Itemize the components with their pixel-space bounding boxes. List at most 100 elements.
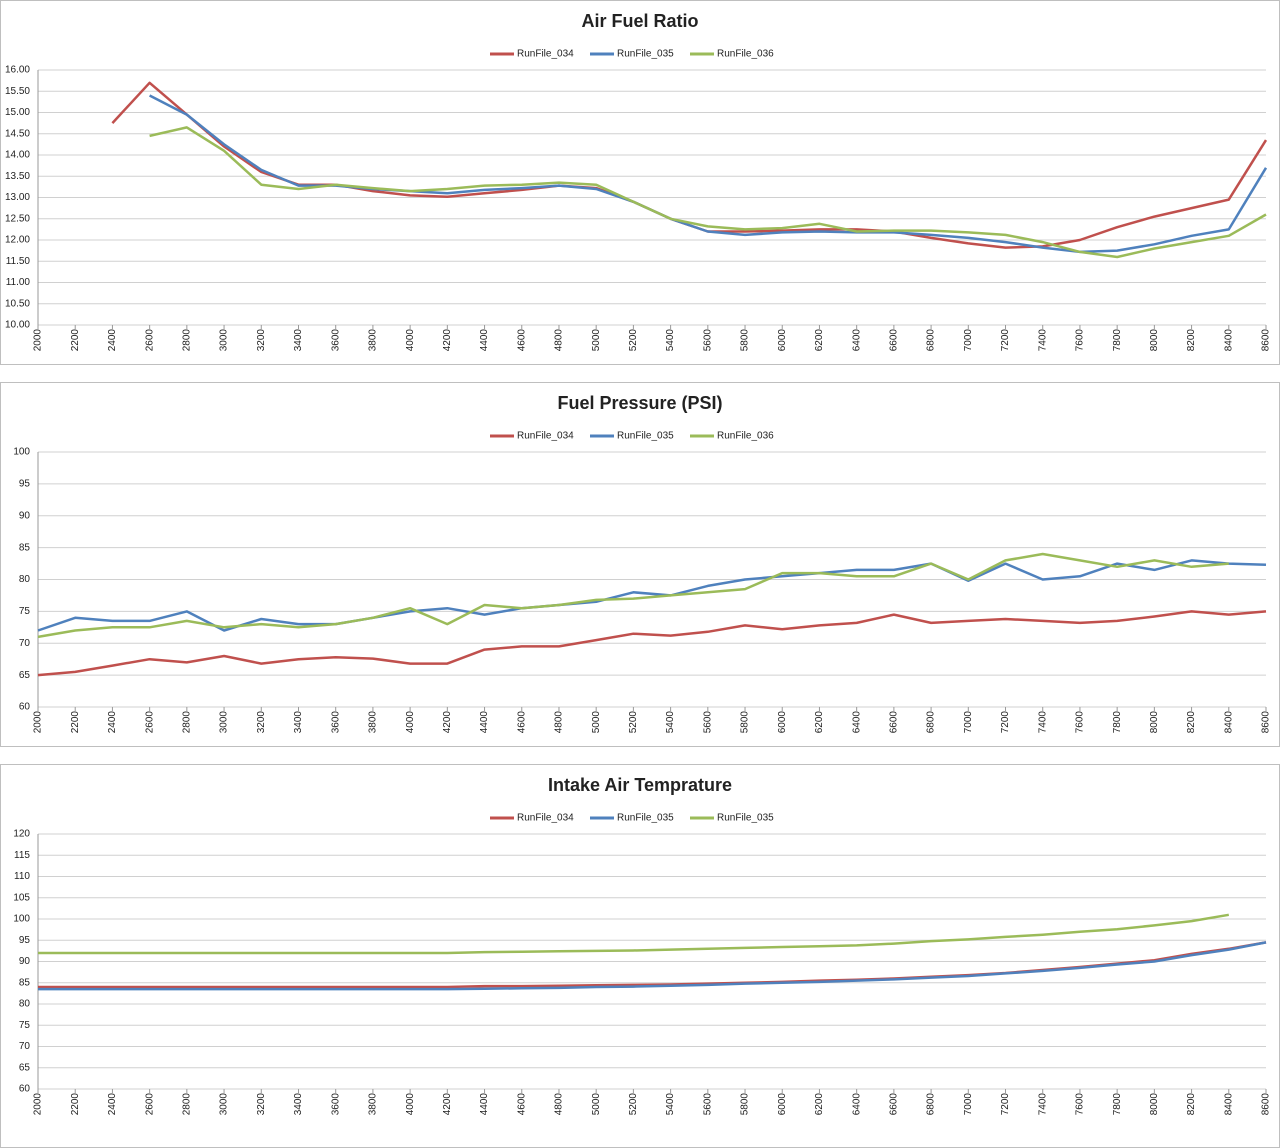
x-tick-label: 6200 (814, 1093, 825, 1116)
series-line (149, 126, 1267, 259)
x-tick-label: 2600 (144, 329, 155, 352)
y-tick-label: 95 (19, 935, 31, 946)
x-tick-label: 8600 (1261, 1093, 1272, 1116)
x-tick-label: 4200 (442, 329, 453, 352)
x-tick-label: 3000 (219, 1093, 230, 1116)
x-tick-label: 8400 (1223, 711, 1234, 734)
x-tick-label: 3000 (219, 329, 230, 352)
series-line (38, 913, 1230, 955)
x-tick-label: 7600 (1075, 1093, 1086, 1116)
x-tick-label: 6400 (851, 1093, 862, 1116)
x-tick-label: 5000 (591, 329, 602, 352)
y-tick-label: 12.00 (5, 235, 30, 246)
x-tick-label: 3600 (330, 711, 341, 734)
y-tick-label: 120 (13, 829, 30, 840)
x-tick-label: 4000 (405, 329, 416, 352)
x-tick-label: 4600 (516, 329, 527, 352)
x-tick-label: 6800 (926, 329, 937, 352)
series-line (37, 552, 1229, 639)
x-tick-label: 5800 (740, 1093, 751, 1116)
series-line (38, 941, 1267, 991)
x-tick-label: 4800 (554, 711, 565, 734)
x-tick-label: 3600 (330, 1093, 341, 1116)
x-tick-label: 4400 (479, 711, 490, 734)
x-tick-label: 2000 (33, 1093, 44, 1116)
x-tick-label: 4800 (554, 329, 565, 352)
x-tick-label: 7200 (1000, 711, 1011, 734)
y-tick-label: 70 (19, 1041, 31, 1052)
x-tick-label: 5600 (702, 1093, 713, 1116)
x-tick-label: 3600 (330, 329, 341, 352)
y-tick-label: 115 (14, 850, 30, 861)
x-tick-label: 6000 (777, 1093, 788, 1116)
x-tick-label: 2400 (107, 711, 118, 734)
panel (0, 764, 1280, 1148)
x-tick-label: 6200 (814, 329, 825, 352)
x-tick-label: 8400 (1223, 329, 1234, 352)
x-tick-label: 5400 (665, 711, 676, 734)
x-tick-label: 7400 (1037, 711, 1048, 734)
legend-label: RunFile_036 (717, 431, 774, 442)
x-tick-label: 5200 (628, 1093, 639, 1116)
y-tick-label: 85 (19, 977, 31, 988)
y-tick-label: 100 (13, 914, 30, 925)
legend-label: RunFile_036 (717, 49, 774, 60)
x-tick-label: 3800 (368, 329, 379, 352)
y-tick-label: 75 (19, 606, 31, 617)
y-tick-label: 15.50 (5, 86, 30, 97)
x-tick-label: 7800 (1112, 711, 1123, 734)
x-tick-label: 8000 (1149, 329, 1160, 352)
x-tick-label: 4000 (405, 1093, 416, 1116)
y-tick-label: 85 (19, 542, 31, 553)
x-tick-label: 2200 (70, 1093, 81, 1116)
y-tick-label: 14.50 (5, 128, 30, 139)
x-tick-label: 4400 (479, 329, 490, 352)
x-tick-label: 8200 (1186, 329, 1197, 352)
y-tick-label: 60 (19, 702, 31, 713)
y-tick-label: 12.50 (5, 213, 30, 224)
x-tick-label: 5400 (665, 329, 676, 352)
y-tick-label: 90 (19, 510, 31, 521)
y-tick-label: 10.50 (5, 298, 30, 309)
x-tick-label: 5600 (702, 329, 713, 352)
legend-label: RunFile_034 (517, 813, 574, 824)
y-tick-label: 90 (19, 956, 31, 967)
x-tick-label: 8600 (1261, 711, 1272, 734)
x-tick-label: 2000 (33, 329, 44, 352)
chart-title: Fuel Pressure (PSI) (557, 393, 722, 413)
x-tick-label: 7000 (963, 711, 974, 734)
x-tick-label: 2800 (181, 1093, 192, 1116)
x-tick-label: 7800 (1112, 1093, 1123, 1116)
x-tick-label: 4200 (442, 711, 453, 734)
y-tick-label: 13.00 (5, 192, 30, 203)
y-tick-label: 11.00 (6, 277, 31, 288)
legend-label: RunFile_035 (717, 813, 774, 824)
x-tick-label: 6400 (851, 329, 862, 352)
x-tick-label: 4600 (516, 711, 527, 734)
y-tick-label: 11.50 (6, 256, 31, 267)
x-tick-label: 2600 (144, 711, 155, 734)
x-tick-label: 6200 (814, 711, 825, 734)
chart-title: Intake Air Temprature (548, 775, 732, 795)
x-tick-label: 5000 (591, 1093, 602, 1116)
x-tick-label: 2200 (70, 329, 81, 352)
x-tick-label: 6000 (777, 329, 788, 352)
y-tick-label: 65 (19, 1062, 31, 1073)
x-tick-label: 2800 (181, 329, 192, 352)
x-tick-label: 3800 (368, 1093, 379, 1116)
x-tick-label: 4800 (554, 1093, 565, 1116)
y-tick-label: 15.00 (5, 107, 30, 118)
x-tick-label: 3200 (256, 329, 267, 352)
x-tick-label: 6800 (926, 711, 937, 734)
x-tick-label: 4000 (405, 711, 416, 734)
x-tick-label: 7000 (963, 329, 974, 352)
x-tick-label: 5800 (740, 711, 751, 734)
x-tick-label: 6600 (889, 1093, 900, 1116)
y-tick-label: 14.00 (5, 150, 30, 161)
x-tick-label: 7000 (963, 1093, 974, 1116)
x-tick-label: 7600 (1075, 329, 1086, 352)
series-line (37, 610, 1267, 677)
x-tick-label: 3400 (293, 711, 304, 734)
x-tick-label: 6600 (889, 329, 900, 352)
y-tick-label: 80 (19, 574, 31, 585)
